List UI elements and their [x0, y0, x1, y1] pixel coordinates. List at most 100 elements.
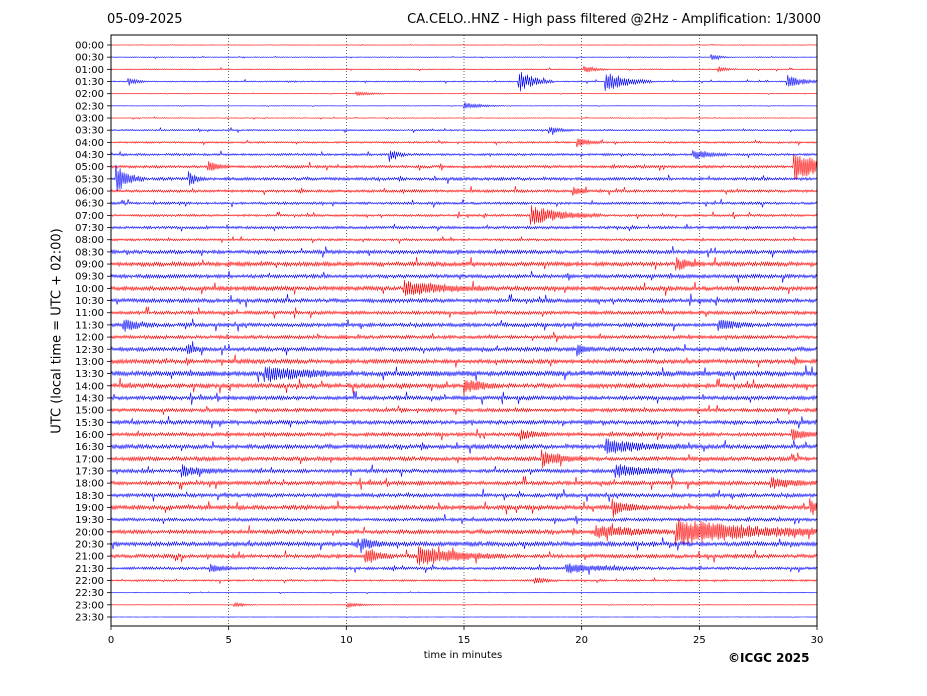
- trace-1330: [110, 365, 818, 383]
- date-label: 05-09-2025: [107, 12, 183, 27]
- y-tick-label: 12:30: [75, 345, 104, 356]
- y-tick-label: 09:00: [75, 260, 104, 271]
- y-tick-label: 22:00: [75, 576, 104, 587]
- y-tick-label: 01:30: [75, 77, 104, 88]
- y-tick-label: 00:00: [75, 41, 104, 52]
- trace-1000: [110, 279, 818, 296]
- x-axis-label: time in minutes: [423, 650, 503, 661]
- y-tick-label: 21:30: [75, 564, 104, 575]
- trace-2000: [110, 518, 818, 546]
- x-tick-label: 15: [458, 635, 471, 646]
- y-tick-label: 18:30: [75, 491, 104, 502]
- y-tick-label: 20:00: [75, 527, 104, 538]
- trace-0900: [110, 256, 818, 271]
- trace-0300: [110, 116, 818, 120]
- y-tick-label: 13:30: [75, 369, 104, 380]
- trace-0600: [110, 186, 818, 196]
- y-axis-label: UTC (local time = UTC + 02:00): [49, 228, 65, 434]
- trace-2300: [110, 601, 818, 609]
- trace-2100: [110, 545, 818, 566]
- y-tick-label: 22:30: [75, 588, 104, 599]
- y-tick-label: 23:00: [75, 600, 104, 611]
- y-tick-label: 09:30: [75, 272, 104, 283]
- trace-0730: [110, 223, 818, 232]
- y-tick-label: 15:00: [75, 406, 104, 417]
- grid-lines: [228, 35, 700, 626]
- chart-title: CA.CELO..HNZ - High pass filtered @2Hz -…: [407, 12, 821, 27]
- trace-1830: [110, 488, 818, 502]
- trace-1730: [110, 464, 818, 479]
- x-tick-label: 25: [693, 635, 706, 646]
- trace-1400: [110, 377, 818, 396]
- y-tick-label: 17:30: [75, 466, 104, 477]
- y-tick-label: 16:30: [75, 442, 104, 453]
- trace-0230: [110, 102, 818, 110]
- y-tick-label: 17:00: [75, 454, 104, 465]
- y-tick-label: 07:30: [75, 223, 104, 234]
- trace-0800: [110, 235, 818, 245]
- y-tick-label: 20:30: [75, 539, 104, 550]
- copyright-label: ©ICGC 2025: [728, 651, 810, 665]
- y-tick-label: 07:00: [75, 211, 104, 222]
- y-tick-label: 15:30: [75, 418, 104, 429]
- y-tick-label: 14:00: [75, 381, 104, 392]
- y-tick-label: 19:00: [75, 503, 104, 514]
- trace-0700: [110, 205, 818, 225]
- y-tick-label: 14:30: [75, 393, 104, 404]
- x-axis: 0 5 10 15 20 25 30: [108, 626, 824, 646]
- trace-1430: [110, 390, 818, 406]
- y-tick-label: 23:30: [75, 612, 104, 623]
- seismic-traces: [110, 44, 818, 618]
- y-tick-label: 10:00: [75, 284, 104, 295]
- trace-0330: [110, 126, 818, 135]
- trace-1030: [110, 293, 818, 308]
- trace-2200: [110, 577, 818, 585]
- y-tick-label: 13:00: [75, 357, 104, 368]
- trace-1200: [110, 331, 818, 343]
- x-tick-label: 10: [340, 635, 353, 646]
- trace-0130: [110, 71, 818, 92]
- y-tick-label: 06:30: [75, 199, 104, 210]
- y-tick-label: 21:00: [75, 552, 104, 563]
- trace-2130: [110, 563, 818, 575]
- y-tick-label: 03:00: [75, 114, 104, 125]
- y-tick-label: 12:00: [75, 333, 104, 344]
- trace-0830: [110, 245, 818, 258]
- y-tick-label: 04:30: [75, 150, 104, 161]
- trace-0100: [110, 65, 818, 73]
- trace-1630: [110, 438, 818, 454]
- y-tick-label: 08:00: [75, 235, 104, 246]
- y-tick-label: 01:00: [75, 65, 104, 76]
- y-tick-label: 02:30: [75, 101, 104, 112]
- y-tick-label: 05:00: [75, 162, 104, 173]
- trace-1300: [110, 354, 818, 368]
- x-tick-label: 20: [575, 635, 588, 646]
- trace-0400: [110, 138, 818, 148]
- y-tick-label: 19:30: [75, 515, 104, 526]
- trace-0430: [110, 150, 818, 162]
- trace-1230: [110, 341, 818, 357]
- trace-1600: [110, 428, 818, 441]
- trace-2230: [110, 591, 818, 595]
- y-tick-label: 02:00: [75, 89, 104, 100]
- y-tick-label: 11:00: [75, 308, 104, 319]
- y-tick-label: 04:00: [75, 138, 104, 149]
- trace-1700: [110, 449, 818, 469]
- x-tick-label: 30: [811, 635, 824, 646]
- y-tick-label: 00:30: [75, 53, 104, 64]
- x-tick-label: 5: [225, 635, 231, 646]
- y-tick-label: 10:30: [75, 296, 104, 307]
- trace-1800: [110, 476, 818, 491]
- trace-0930: [110, 270, 818, 283]
- y-tick-label: 16:00: [75, 430, 104, 441]
- trace-1900: [110, 498, 818, 518]
- y-tick-label: 08:30: [75, 247, 104, 258]
- y-tick-label: 18:00: [75, 479, 104, 490]
- trace-1930: [110, 513, 818, 525]
- trace-0500: [110, 154, 818, 180]
- trace-0000: [110, 44, 818, 46]
- y-tick-label: 03:30: [75, 126, 104, 137]
- plot-frame: [110, 34, 818, 627]
